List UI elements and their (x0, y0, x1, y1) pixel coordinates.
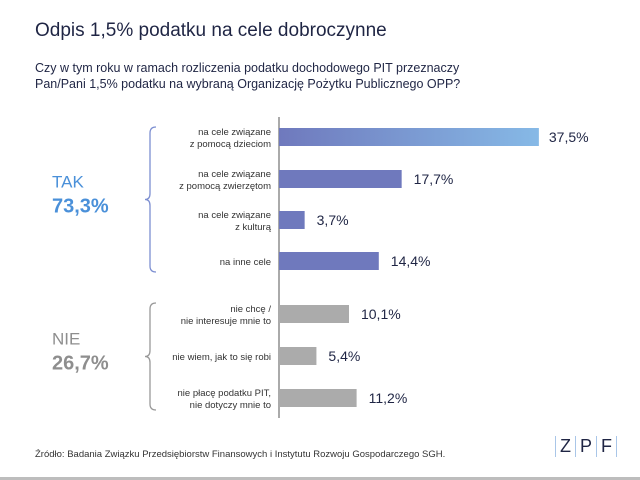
chart-subtitle: Czy w tym roku w ramach rozliczenia poda… (35, 60, 460, 92)
value-label: 5,4% (328, 348, 360, 364)
category-label: na cele związane (198, 127, 271, 138)
value-label: 11,2% (369, 390, 408, 406)
value-label: 14,4% (391, 253, 431, 269)
bar (279, 389, 357, 407)
source-note: Źródło: Badania Związku Przedsiębiorstw … (35, 449, 446, 460)
category-label: z pomocą dzieciom (190, 139, 271, 150)
bar (279, 347, 317, 365)
category-label: na inne cele (220, 257, 271, 268)
logo-letter: F (596, 436, 618, 457)
subtitle-line: Czy w tym roku w ramach rozliczenia poda… (35, 61, 460, 75)
group-label: NIE (52, 330, 80, 349)
category-label: nie płacę podatku PIT, (178, 388, 271, 399)
value-label: 3,7% (317, 212, 349, 228)
bottom-border (0, 477, 640, 480)
subtitle-line: Pan/Pani 1,5% podatku na wybraną Organiz… (35, 77, 461, 91)
category-label: z kulturą (235, 222, 272, 233)
bar (279, 305, 349, 323)
category-label: nie chcę / (230, 304, 271, 315)
logo-letter: Z (555, 436, 575, 457)
bar (279, 252, 379, 270)
value-label: 37,5% (549, 129, 589, 145)
value-label: 17,7% (414, 171, 454, 187)
group-brace (144, 302, 157, 411)
category-label: nie wiem, jak to się robi (172, 352, 271, 363)
group-total: 73,3% (52, 196, 109, 218)
category-label: na cele związane (198, 210, 271, 221)
category-label: z pomocą zwierzętom (179, 181, 271, 192)
category-label: na cele związane (198, 169, 271, 180)
bar (279, 170, 402, 188)
value-label: 10,1% (361, 306, 401, 322)
category-label: nie dotyczy mnie to (190, 400, 271, 411)
group-total: 26,7% (52, 353, 109, 375)
chart-title: Odpis 1,5% podatku na cele dobroczynne (35, 20, 387, 41)
bar (279, 128, 539, 146)
bar (279, 211, 305, 229)
zpf-logo: Z P F (555, 436, 618, 457)
group-label: TAK (52, 173, 84, 192)
group-brace (144, 126, 157, 273)
category-label: nie interesuje mnie to (181, 316, 271, 327)
logo-letter: P (575, 436, 596, 457)
